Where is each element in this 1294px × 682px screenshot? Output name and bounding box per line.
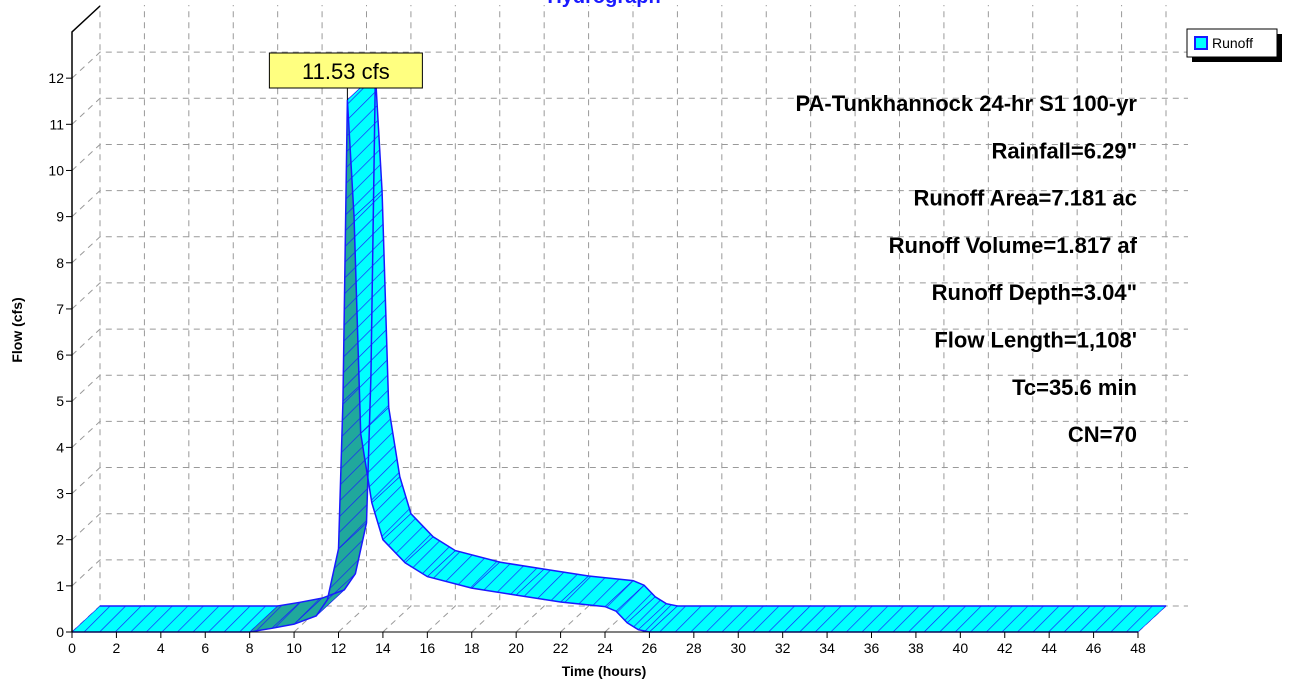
y-tick-label: 12	[48, 70, 64, 86]
annotation: Runoff Area=7.181 ac	[913, 186, 1137, 211]
legend: Runoff	[1186, 28, 1282, 62]
grid-line	[293, 5, 323, 633]
chart-title: Hydrograph	[547, 0, 660, 8]
y-tick-label: 7	[56, 301, 64, 317]
x-tick-label: 16	[420, 640, 436, 656]
grid-line	[249, 5, 279, 633]
grid-line	[737, 5, 767, 633]
grid-line	[71, 282, 1188, 310]
x-tick-label: 0	[68, 640, 76, 656]
y-tick-label: 1	[56, 578, 64, 594]
x-tick-label: 8	[246, 640, 254, 656]
grid-line	[515, 5, 545, 633]
grid-line	[71, 5, 101, 633]
grid-line	[116, 5, 145, 633]
grid-line	[71, 97, 1188, 125]
grid-line	[71, 328, 1188, 356]
annotation: Runoff Volume=1.817 af	[889, 233, 1138, 258]
grid-line	[71, 420, 1188, 448]
x-tick-label: 26	[642, 640, 658, 656]
x-tick-label: 12	[331, 640, 347, 656]
grid-line	[382, 5, 412, 633]
annotation: Tc=35.6 min	[1012, 375, 1137, 400]
x-axis-label: Time (hours)	[562, 663, 647, 679]
ribbon-hatch	[648, 605, 1167, 633]
x-tick-label: 48	[1130, 640, 1146, 656]
y-tick-label: 9	[56, 209, 64, 225]
x-tick-label: 6	[201, 640, 209, 656]
grid-line	[693, 5, 723, 633]
peak-box	[268, 52, 423, 89]
x-tick-label: 36	[864, 640, 880, 656]
grid-line	[71, 513, 1188, 541]
x-tick-label: 22	[553, 640, 569, 656]
x-tick-label: 2	[113, 640, 121, 656]
x-tick-label: 32	[775, 640, 791, 656]
y-tick-label: 10	[48, 162, 64, 178]
legend-swatch	[1194, 36, 1208, 50]
y-tick-label: 11	[49, 116, 64, 132]
x-tick-label: 10	[286, 640, 302, 656]
ribbon-hatch	[71, 605, 279, 633]
grid-line	[338, 5, 367, 633]
x-tick-label: 42	[997, 640, 1013, 656]
front-line	[72, 99, 1138, 633]
x-tick-label: 18	[464, 640, 480, 656]
x-tick-label: 46	[1086, 640, 1102, 656]
grid-line	[471, 5, 501, 633]
y-tick-label: 0	[56, 624, 64, 640]
grid-line	[426, 5, 456, 633]
grid-line	[604, 5, 634, 633]
x-tick-label: 28	[686, 640, 702, 656]
annotation: Runoff Depth=3.04"	[932, 280, 1137, 305]
y-tick-label: 4	[56, 439, 64, 455]
grid-line	[71, 467, 1188, 494]
grid-line	[204, 5, 234, 633]
annotation: PA-Tunkhannock 24-hr S1 100-yr	[795, 91, 1137, 116]
x-tick-label: 30	[730, 640, 746, 656]
legend-label: Runoff	[1212, 35, 1253, 51]
y-axis-label: Flow (cfs)	[9, 297, 25, 362]
y-tick-label: 6	[56, 347, 64, 363]
y-tick-label: 5	[56, 393, 64, 409]
annotation: Rainfall=6.29"	[991, 138, 1137, 163]
y-tick-label: 2	[56, 532, 64, 548]
x-tick-label: 24	[597, 640, 613, 656]
grid-line	[71, 51, 1188, 79]
x-tick-label: 14	[375, 640, 391, 656]
grid-line	[71, 559, 1188, 587]
grid-line	[1137, 5, 1167, 633]
x-tick-label: 34	[819, 640, 835, 656]
x-tick-label: 40	[953, 640, 969, 656]
grid-line	[160, 5, 190, 633]
y-tick-label: 3	[56, 486, 64, 502]
annotation: CN=70	[1068, 422, 1137, 447]
annotation: Flow Length=1,108'	[934, 328, 1137, 353]
y-tick-label: 8	[56, 255, 64, 271]
grid-line	[560, 5, 590, 633]
x-tick-label: 44	[1041, 640, 1057, 656]
x-tick-label: 38	[908, 640, 924, 656]
peak-label: 11.53 cfs	[302, 59, 390, 84]
marks: 11.53 cfs	[71, 52, 1167, 633]
side-wall	[71, 5, 101, 632]
back-line	[100, 73, 1166, 607]
grid-line	[649, 5, 678, 633]
x-tick-label: 4	[157, 640, 165, 656]
x-tick-label: 20	[508, 640, 524, 656]
